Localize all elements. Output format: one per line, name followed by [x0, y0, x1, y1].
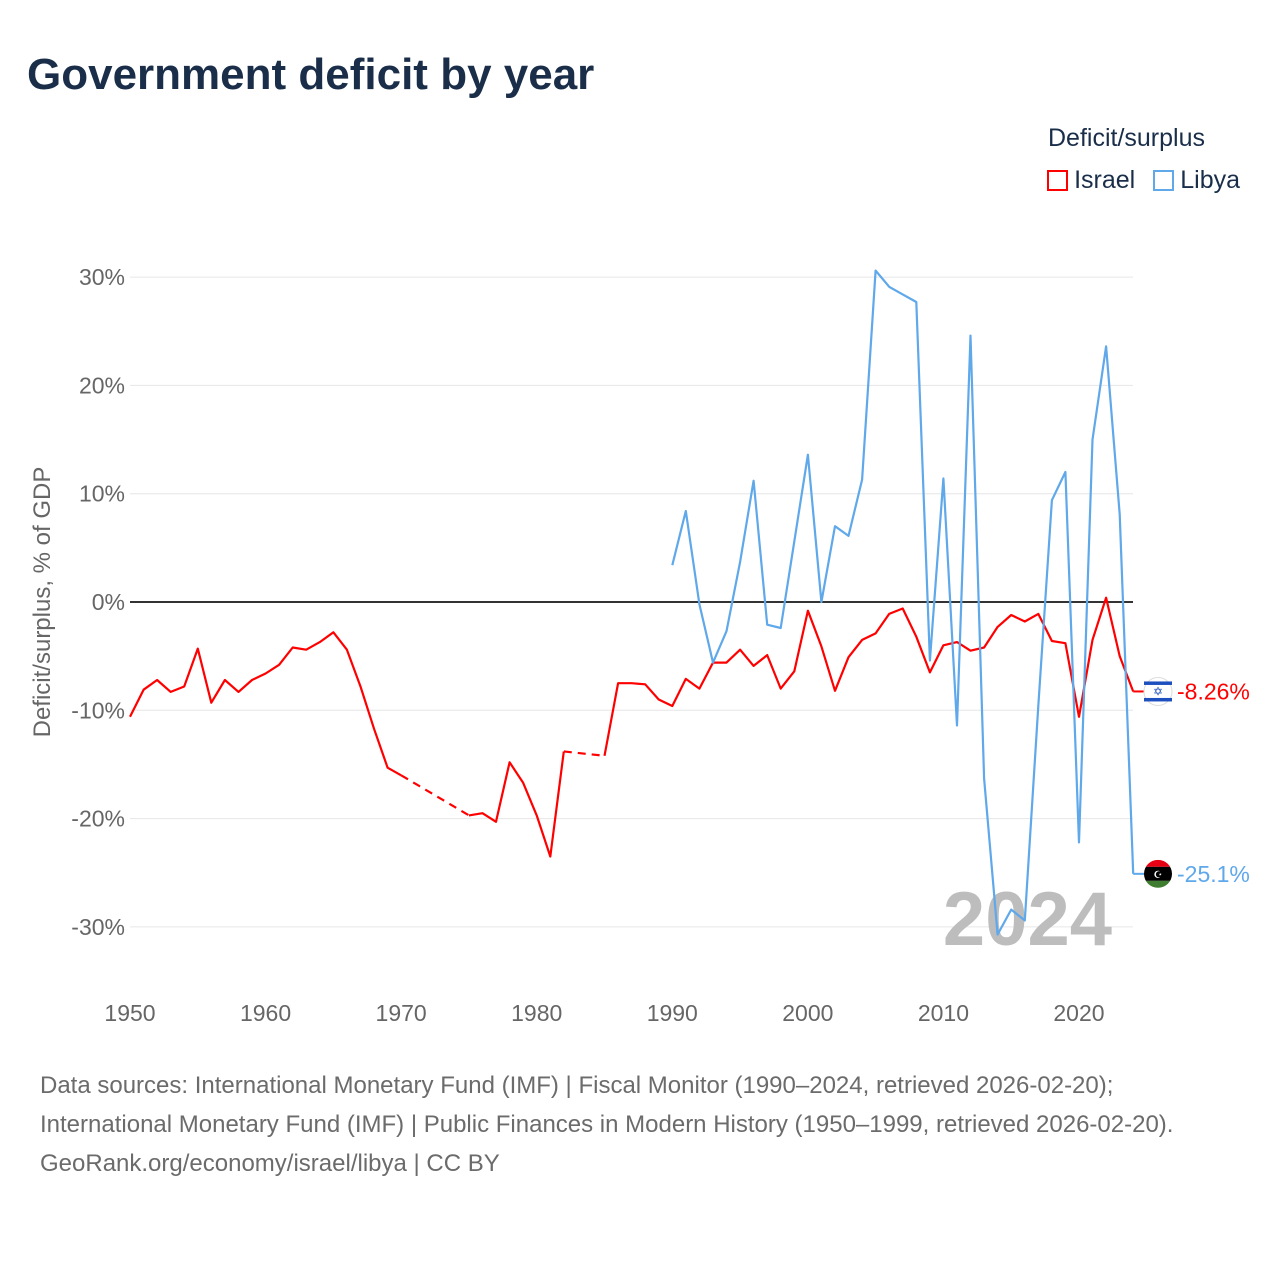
series-line-israel — [129, 631, 402, 777]
credit-link[interactable]: GeoRank.org/economy/israel/libya | CC BY — [40, 1150, 500, 1177]
x-tick-label: 2010 — [918, 1000, 969, 1026]
y-tick-label: -20% — [71, 806, 125, 832]
y-axis-label: Deficit/surplus, % of GDP — [29, 467, 56, 738]
x-tick-label: 2000 — [782, 1000, 833, 1026]
legend-item-libya[interactable]: Libya — [1153, 166, 1240, 195]
y-tick-label: 20% — [79, 372, 125, 398]
series-gap-israel — [563, 750, 605, 757]
legend-label-israel: Israel — [1074, 166, 1136, 194]
footer: Data sources: International Monetary Fun… — [40, 1066, 1240, 1183]
x-tick-label: 1960 — [240, 1000, 291, 1026]
x-tick-label: 1990 — [647, 1000, 698, 1026]
y-tick-label: 0% — [92, 589, 125, 615]
line-chart: 30% 20% 10% 0% -10% -20% -30% 1950 1960 1970 1980 1… — [29, 264, 1250, 1026]
end-value-label-libya: -25.1% — [1177, 861, 1250, 887]
x-tick-label: 1980 — [511, 1000, 562, 1026]
end-value-label-israel: -8.26% — [1177, 678, 1250, 704]
legend-label-libya: Libya — [1180, 166, 1240, 194]
data-sources: Data sources: International Monetary Fun… — [40, 1072, 1174, 1138]
y-tick-label: -10% — [71, 697, 125, 723]
y-tick-label: -30% — [71, 914, 125, 940]
libya-flag-icon: ☪ — [1144, 859, 1172, 888]
svg-text:✡: ✡ — [1153, 684, 1163, 698]
legend-title: Deficit/surplus — [1048, 124, 1205, 152]
y-tick-label: 10% — [79, 481, 125, 507]
legend-item-israel[interactable]: Israel — [1047, 166, 1135, 195]
legend-swatch-israel — [1047, 170, 1069, 191]
series-gap-israel — [400, 774, 470, 817]
y-tick-label: 30% — [79, 264, 125, 290]
svg-text:☪: ☪ — [1154, 870, 1163, 881]
series-line-israel — [603, 596, 1135, 757]
israel-flag-icon: ✡ — [1143, 676, 1173, 706]
x-tick-label: 1950 — [104, 1000, 155, 1026]
series-line-israel — [468, 751, 565, 858]
series-line-libya — [671, 269, 1135, 936]
legend: Israel Libya — [1047, 166, 1240, 195]
legend-swatch-libya — [1153, 170, 1175, 191]
x-tick-label: 1970 — [376, 1000, 427, 1026]
x-tick-label: 2020 — [1053, 1000, 1104, 1026]
chart-title: Government deficit by year — [27, 50, 595, 99]
